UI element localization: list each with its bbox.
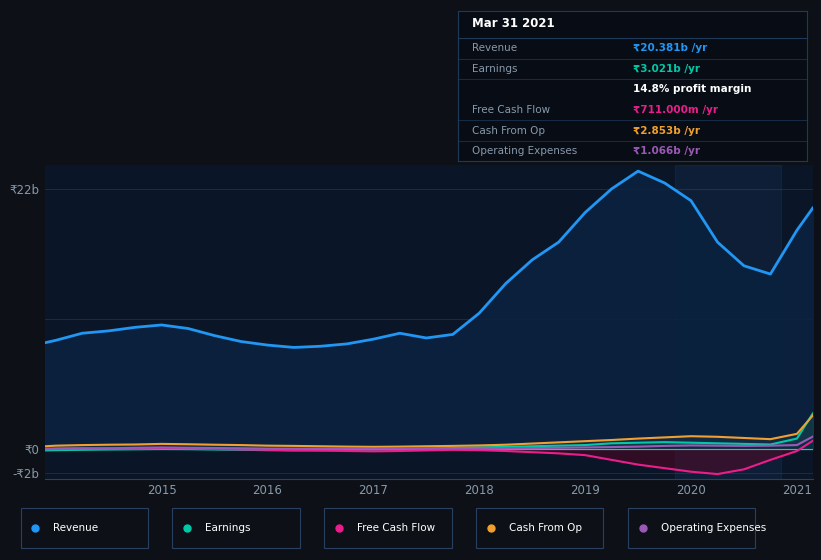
Text: 14.8% profit margin: 14.8% profit margin	[633, 85, 751, 95]
Text: Earnings: Earnings	[472, 64, 517, 74]
Text: ₹2.853b /yr: ₹2.853b /yr	[633, 125, 699, 136]
Text: Operating Expenses: Operating Expenses	[472, 146, 577, 156]
Bar	[675, 165, 781, 479]
Text: Revenue: Revenue	[472, 44, 517, 53]
Text: ₹1.066b /yr: ₹1.066b /yr	[633, 146, 699, 156]
Text: Cash From Op: Cash From Op	[472, 125, 545, 136]
Text: Mar 31 2021: Mar 31 2021	[472, 17, 555, 30]
Text: Free Cash Flow: Free Cash Flow	[357, 523, 435, 533]
Text: ₹3.021b /yr: ₹3.021b /yr	[633, 64, 699, 74]
Text: Earnings: Earnings	[205, 523, 250, 533]
Text: Operating Expenses: Operating Expenses	[661, 523, 766, 533]
Text: Revenue: Revenue	[53, 523, 99, 533]
Text: Free Cash Flow: Free Cash Flow	[472, 105, 550, 115]
Text: ₹20.381b /yr: ₹20.381b /yr	[633, 44, 707, 53]
Text: ₹711.000m /yr: ₹711.000m /yr	[633, 105, 718, 115]
Text: Cash From Op: Cash From Op	[509, 523, 582, 533]
